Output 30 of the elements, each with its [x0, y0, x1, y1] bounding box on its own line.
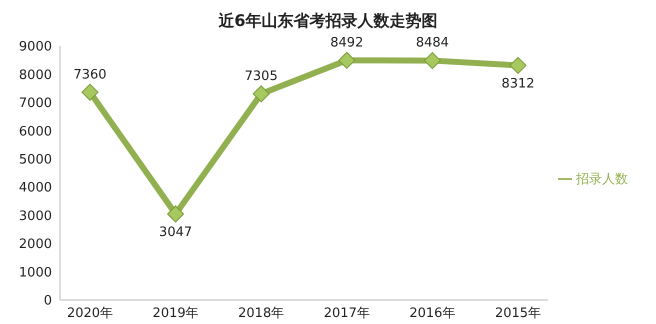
y-tick-label: 4000: [18, 180, 52, 196]
point: [252, 85, 270, 102]
data-label: 3047: [159, 225, 192, 240]
x-tick-label: 2020年: [66, 306, 114, 322]
chart-title: 近6年山东省考招录人数走势图: [217, 10, 439, 32]
point: [510, 56, 526, 74]
x-tick-label: 2019年: [152, 306, 199, 322]
x-tick-label: 2017年: [324, 306, 370, 322]
y-tick-label: 1000: [18, 265, 52, 280]
y-tick-label: 8000: [18, 68, 52, 83]
y-tick-label: 9000: [18, 40, 52, 55]
x-tick-label: 2016年: [409, 306, 456, 322]
data-label: 8492: [330, 35, 364, 50]
y-tick-label: 6000: [18, 124, 52, 140]
y-tick-label: 7000: [18, 96, 52, 112]
y-tick-label: 0: [44, 294, 52, 309]
point: [167, 206, 184, 223]
data-label: 8484: [416, 36, 449, 51]
legend-label: 招录人数: [576, 172, 628, 187]
x-tick-label: 2018年: [238, 306, 284, 322]
data-label: 7305: [244, 68, 278, 84]
x-tick-label: 2015年: [494, 306, 542, 322]
point: [82, 84, 98, 101]
data-label: 8312: [501, 76, 535, 92]
point: [338, 52, 356, 69]
y-tick-label: 3000: [18, 208, 52, 224]
y-tick-label: 2000: [18, 237, 52, 252]
point: [424, 52, 441, 70]
y-tick-label: 5000: [18, 152, 52, 168]
data-label: 7360: [73, 67, 107, 82]
